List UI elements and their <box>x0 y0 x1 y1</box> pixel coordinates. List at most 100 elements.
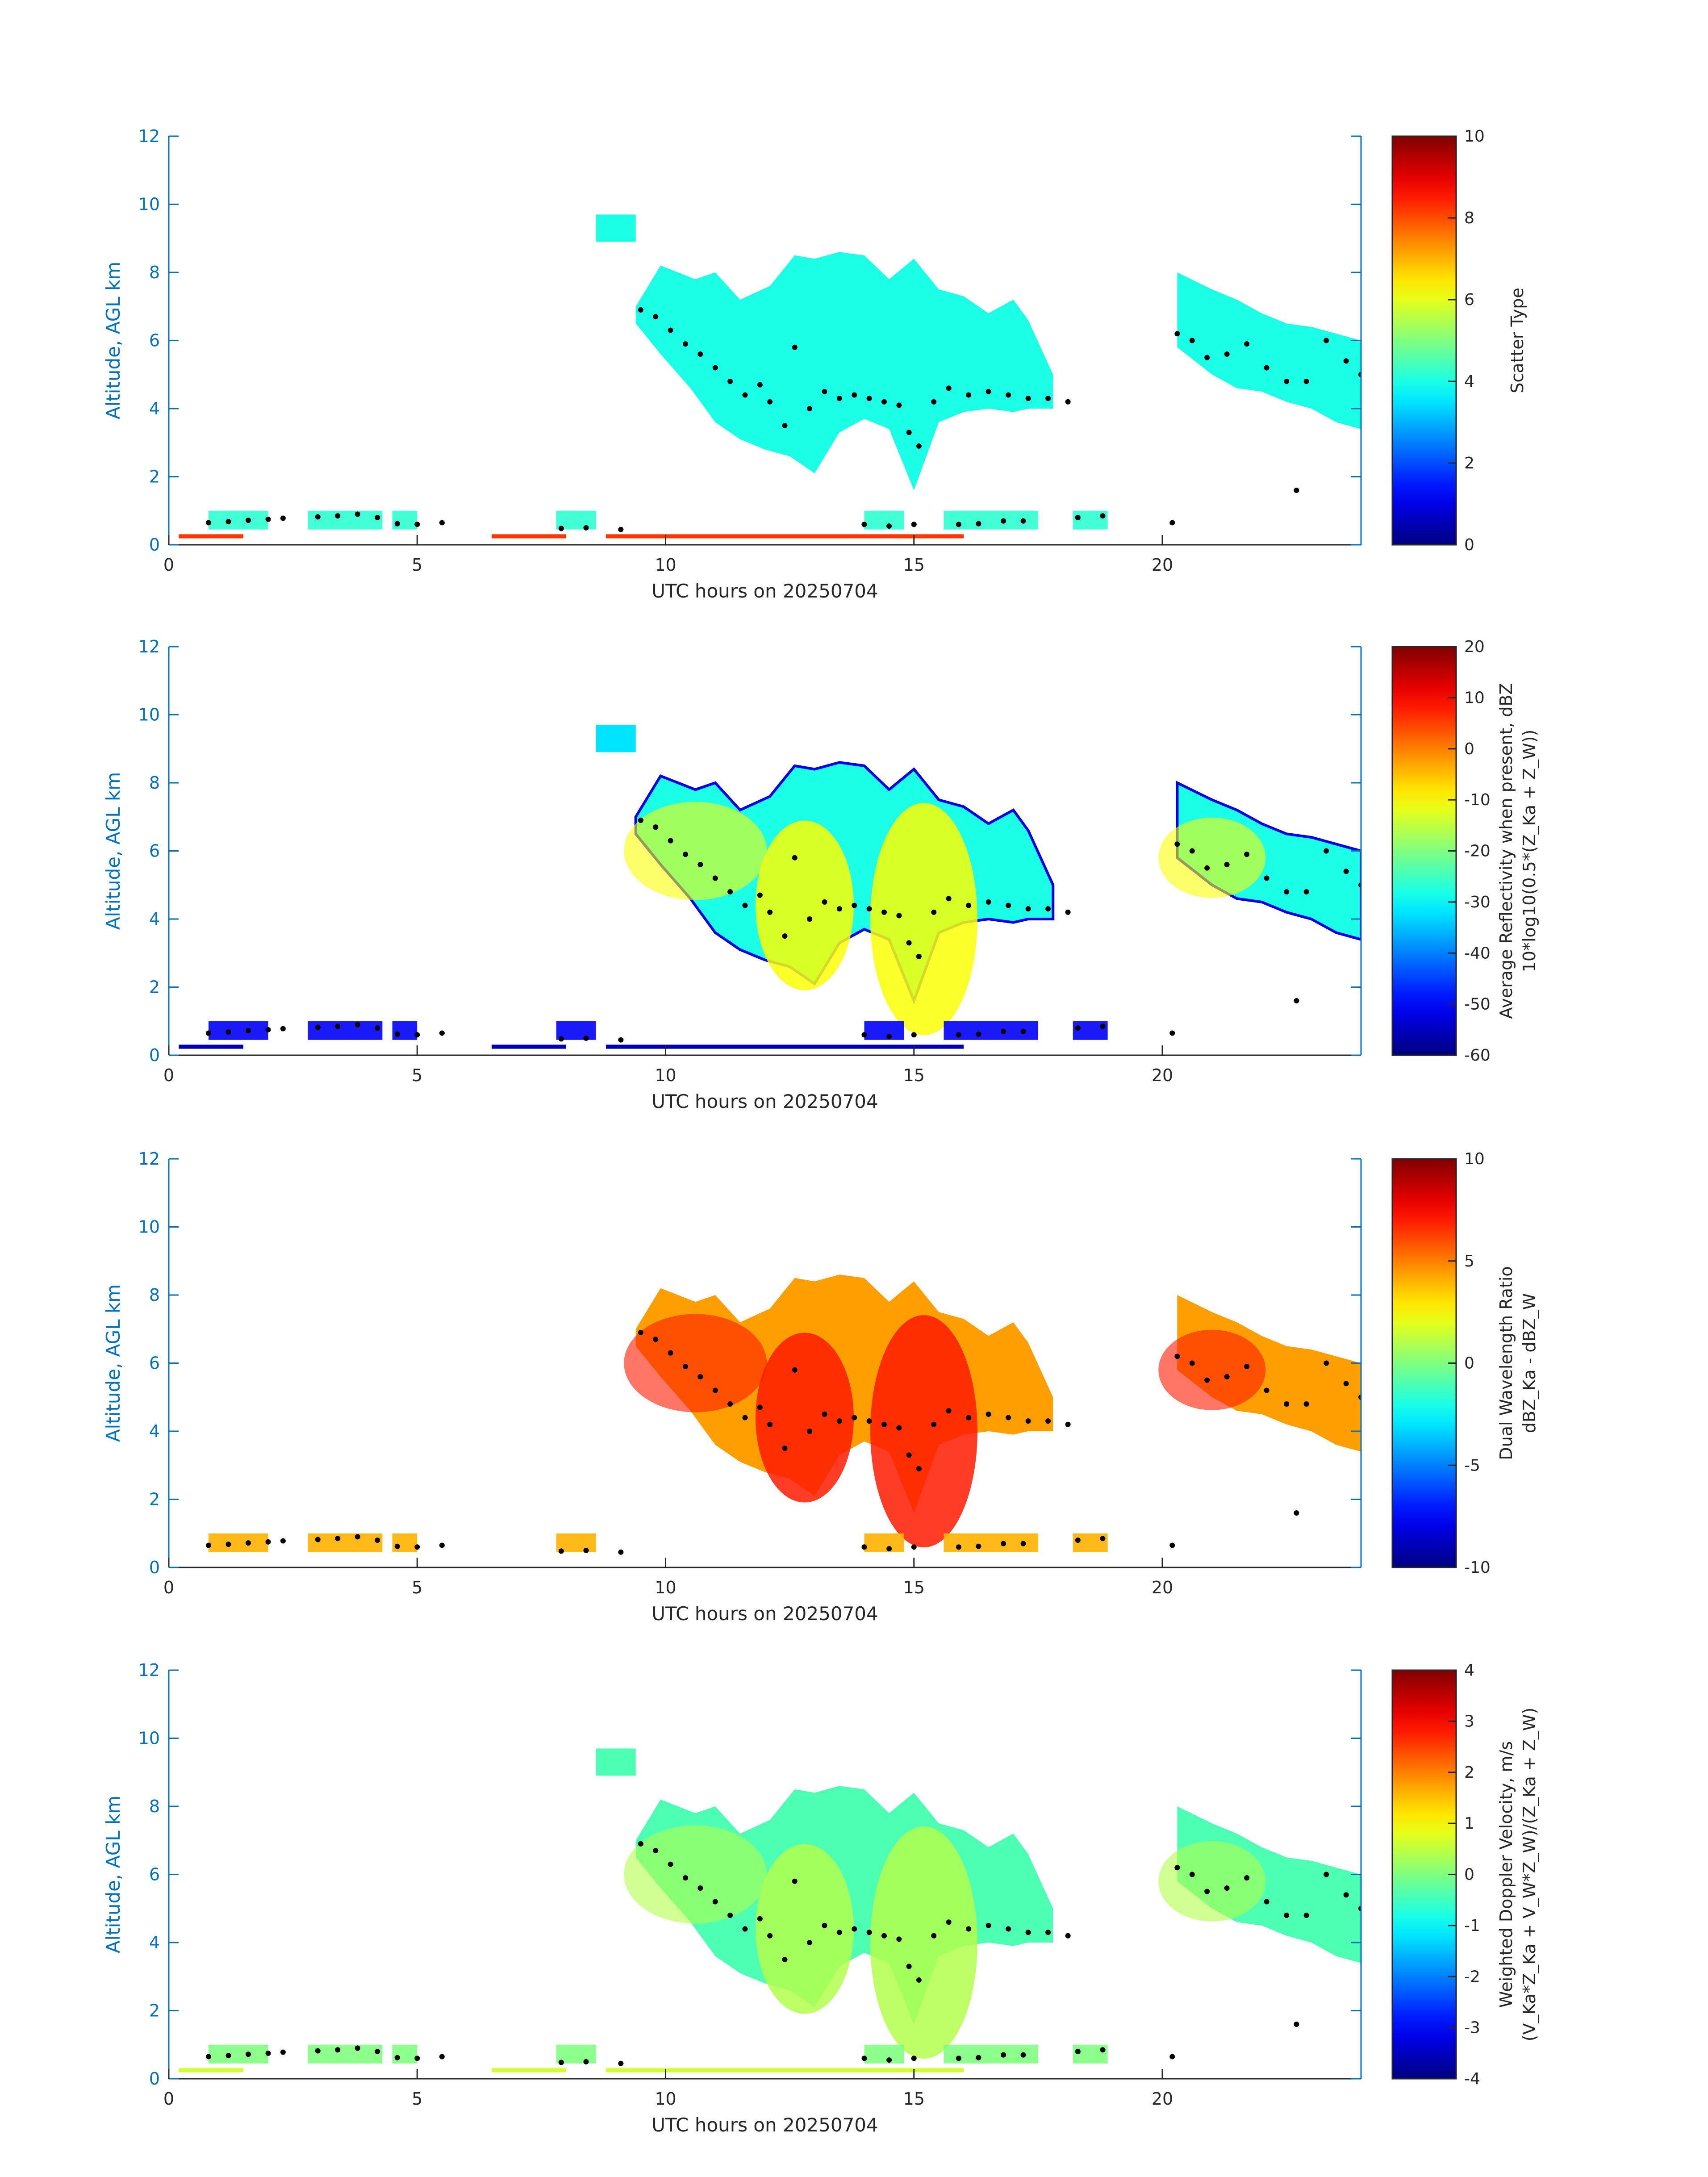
detection-point <box>638 1841 643 1847</box>
detection-point <box>1025 1930 1031 1935</box>
detection-point <box>1224 351 1230 357</box>
colorbar-tick-label: 0 <box>1464 1354 1474 1373</box>
cloud-core <box>1158 1329 1266 1410</box>
colorbar-gradient <box>1391 1669 1457 2080</box>
x-axis-label: UTC hours on 20250704 <box>651 1091 878 1112</box>
detection-point <box>757 382 763 388</box>
y-tick-label: 0 <box>149 535 160 555</box>
x-axis-label: UTC hours on 20250704 <box>651 2114 878 2136</box>
detection-point <box>792 344 798 350</box>
x-tick-label: 15 <box>903 1066 925 1085</box>
y-tick-label: 4 <box>149 1933 160 1952</box>
detection-point <box>1001 2052 1006 2058</box>
detection-point <box>986 899 991 905</box>
y-tick-label: 8 <box>149 1797 160 1816</box>
y-tick-label: 0 <box>149 1045 160 1065</box>
detection-point <box>931 1933 937 1939</box>
colorbar: -60 -50 -40 -30 -20 -10 0 10 20 Average Reflectiv… <box>1391 638 1539 1065</box>
y-tick-label: 6 <box>149 331 160 351</box>
detection-point <box>906 1964 912 1969</box>
detection-point <box>861 2056 867 2061</box>
detection-point <box>697 351 703 357</box>
data-layer <box>179 214 1361 539</box>
detection-point <box>742 903 748 908</box>
x-tick-label: 5 <box>412 1066 422 1085</box>
detection-point <box>1284 889 1290 894</box>
detection-point <box>335 513 341 519</box>
detection-point <box>1189 338 1195 343</box>
detection-point <box>1224 1885 1230 1891</box>
detection-point <box>226 519 231 525</box>
x-tick-label: 20 <box>1152 1066 1173 1085</box>
detection-point <box>697 1885 703 1891</box>
detection-point <box>956 2056 961 2061</box>
y-tick-label: 12 <box>138 637 160 656</box>
detection-point <box>355 1534 360 1540</box>
detection-point <box>1284 379 1290 384</box>
detection-point <box>1075 2049 1081 2054</box>
colorbar-label: Weighted Doppler Velocity, m/s <box>1496 1741 1516 2008</box>
low-cloud <box>864 510 904 530</box>
detection-point <box>931 909 937 915</box>
detection-point <box>911 1032 917 1038</box>
detection-point <box>1204 1377 1210 1383</box>
detection-point <box>792 1367 798 1373</box>
detection-point <box>966 392 972 398</box>
detection-point <box>1204 865 1210 871</box>
detection-point <box>1025 1418 1031 1424</box>
y-tick-label: 6 <box>149 841 160 861</box>
detection-point <box>886 2057 892 2063</box>
colorbar: 0 2 4 6 8 10 Scatter Type <box>1391 127 1527 554</box>
detection-point <box>1303 379 1309 384</box>
detection-point <box>712 875 718 881</box>
detection-point <box>852 1415 857 1421</box>
detection-point <box>1264 1899 1270 1905</box>
detection-point <box>886 523 892 529</box>
detection-point <box>394 1543 400 1549</box>
detection-point <box>866 1418 872 1424</box>
detection-point <box>1100 2047 1106 2053</box>
surface-layer <box>179 2068 243 2073</box>
y-tick-label: 10 <box>138 1729 160 1748</box>
detection-point <box>1075 515 1081 520</box>
detection-point <box>638 307 643 313</box>
detection-point <box>1343 869 1349 874</box>
colorbar-tick-label: 0 <box>1464 536 1474 554</box>
detection-point <box>394 1031 400 1037</box>
detection-point <box>1324 1360 1329 1366</box>
detection-point <box>1174 1865 1180 1871</box>
detection-point <box>807 406 813 411</box>
detection-point <box>558 1036 564 1042</box>
detection-point <box>1189 1872 1195 1877</box>
data-layer <box>179 1748 1361 2073</box>
detection-point <box>782 1957 788 1963</box>
detection-point <box>712 1899 718 1905</box>
detection-point <box>1001 1028 1006 1034</box>
detection-point <box>966 1415 972 1421</box>
detection-point <box>916 953 922 959</box>
detection-point <box>1174 331 1180 337</box>
cloud-core <box>870 1315 977 1547</box>
detection-point <box>782 423 788 429</box>
colorbar-tick-label: -60 <box>1464 1046 1491 1065</box>
detection-point <box>653 314 659 320</box>
detection-point <box>668 1861 673 1867</box>
detection-point <box>767 399 773 405</box>
detection-point <box>866 396 872 401</box>
detection-point <box>355 511 360 517</box>
surface-layer <box>179 1045 243 1049</box>
colorbar-tick-label: 10 <box>1464 689 1485 707</box>
detection-point <box>881 1933 887 1939</box>
detection-point <box>280 2049 286 2055</box>
detection-point <box>1204 355 1210 360</box>
cloud-core <box>756 1333 854 1503</box>
detection-point <box>697 862 703 867</box>
colorbar-tick-label: -1 <box>1464 1917 1480 1935</box>
colorbar-tick-label: 6 <box>1464 291 1474 309</box>
colorbar-label: (V_Ka*Z_Ka + V_W*Z_W)/(Z_Ka + Z_W) <box>1520 1708 1539 2042</box>
colorbar-tick-label: 0 <box>1464 1866 1474 1884</box>
detection-point <box>335 1536 341 1542</box>
detection-point <box>315 1024 321 1030</box>
